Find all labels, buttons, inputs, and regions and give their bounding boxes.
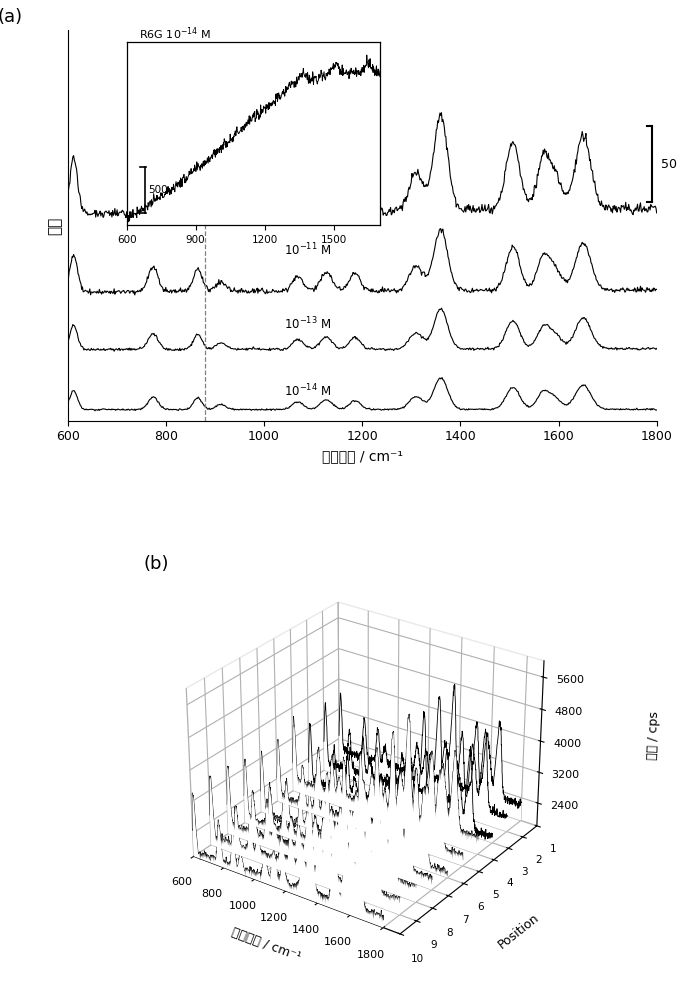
- Text: 10$^{-14}$ M: 10$^{-14}$ M: [284, 383, 331, 399]
- Text: (a): (a): [0, 8, 22, 26]
- Text: 10$^{-11}$ M: 10$^{-11}$ M: [284, 242, 331, 258]
- X-axis label: 拉曼频移 / cm⁻¹: 拉曼频移 / cm⁻¹: [230, 926, 302, 964]
- X-axis label: 拉曼频移 / cm⁻¹: 拉曼频移 / cm⁻¹: [322, 449, 403, 463]
- Text: 10$^{-13}$ M: 10$^{-13}$ M: [284, 315, 331, 332]
- Text: 5000: 5000: [661, 158, 677, 171]
- Y-axis label: 强度: 强度: [47, 216, 62, 235]
- Text: 10$^{-9}$ M: 10$^{-9}$ M: [284, 144, 326, 160]
- Text: (b): (b): [144, 555, 169, 573]
- Y-axis label: Position: Position: [496, 911, 542, 952]
